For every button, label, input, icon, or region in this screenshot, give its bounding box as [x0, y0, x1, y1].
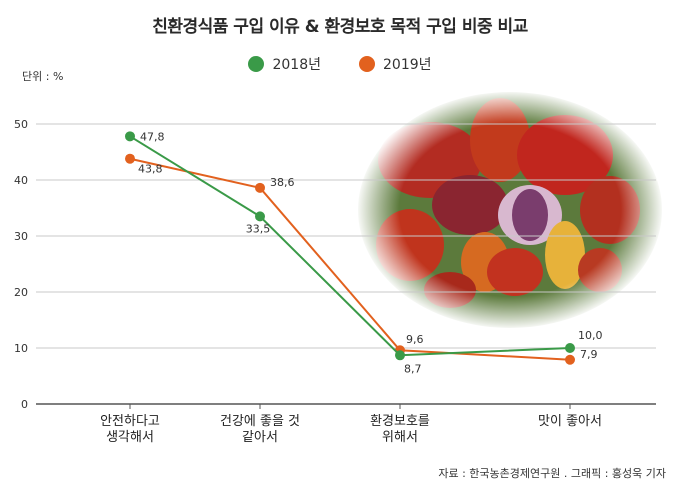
data-label-s0-0: 47,8 [140, 130, 165, 143]
legend-swatch-2018 [248, 56, 265, 72]
x-tick-label-line: 건강에 좋을 것 [220, 414, 300, 429]
y-tick-40: 40 [14, 174, 28, 187]
data-point-s0-1 [255, 211, 265, 222]
y-tick-50: 50 [14, 118, 28, 131]
legend-item-2018: 2018년 [248, 54, 321, 74]
x-axis-labels: 안전하다고 생각해서 건강에 좋을 것 같아서 환경보호를 위해서 맛이 좋아서 [100, 404, 602, 445]
y-tick-0: 0 [21, 398, 28, 411]
legend-label-2019: 2019년 [383, 57, 432, 73]
y-axis-ticks: 0 10 20 30 40 50 [14, 118, 28, 411]
x-tick-label-line: 환경보호를 [370, 414, 430, 429]
series-lines [125, 131, 575, 365]
data-point-s1-1 [255, 182, 265, 193]
y-tick-10: 10 [14, 342, 28, 355]
x-tick-label-line: 안전하다고 [100, 414, 160, 429]
data-label-s0-1: 33,5 [246, 222, 271, 235]
x-tick-label-line: 위해서 [382, 430, 418, 445]
series-line-1 [129, 157, 571, 361]
series-line-0 [129, 135, 571, 357]
data-point-s0-3 [565, 343, 575, 353]
data-label-s0-3: 10,0 [578, 329, 603, 342]
vegetable-photo [356, 90, 664, 330]
data-label-s1-2: 9,6 [406, 333, 424, 346]
x-tick-label-line: 맛이 좋아서 [538, 414, 602, 429]
legend-item-2019: 2019년 [359, 54, 432, 74]
chart-title: 친환경식품 구입 이유 & 환경보호 목적 구입 비중 비교 [152, 17, 528, 37]
x-tick-label-line: 생각해서 [106, 430, 154, 445]
data-point-s1-0 [125, 153, 135, 164]
data-point-s0-0 [125, 131, 135, 142]
x-tick-label-line: 같아서 [242, 430, 278, 445]
legend-label-2018: 2018년 [272, 57, 321, 73]
unit-label: 단위 : % [22, 70, 64, 83]
data-labels: 47,8 33,5 8,7 10,0 43,8 38,6 9,6 7,9 [138, 130, 603, 375]
x-tick-label-3: 맛이 좋아서 [538, 414, 602, 429]
grid-lines [36, 123, 656, 349]
data-label-s0-2: 8,7 [404, 362, 422, 375]
data-point-s1-3 [565, 354, 575, 365]
x-tick-label-0: 안전하다고 생각해서 [100, 414, 160, 445]
y-tick-30: 30 [14, 230, 28, 243]
data-label-s1-1: 38,6 [270, 176, 295, 189]
data-label-s1-3: 7,9 [580, 348, 598, 361]
data-point-s0-2 [395, 350, 405, 361]
legend-swatch-2019 [359, 56, 375, 72]
data-label-s1-0: 43,8 [138, 163, 163, 176]
x-tick-label-1: 건강에 좋을 것 같아서 [220, 414, 300, 445]
y-tick-20: 20 [14, 286, 28, 299]
x-tick-label-2: 환경보호를 위해서 [370, 414, 430, 445]
legend: 2018년 2019년 [0, 54, 680, 74]
source-credit: 자료 : 한국농촌경제연구원 . 그래픽 : 홍성욱 기자 [438, 467, 666, 480]
